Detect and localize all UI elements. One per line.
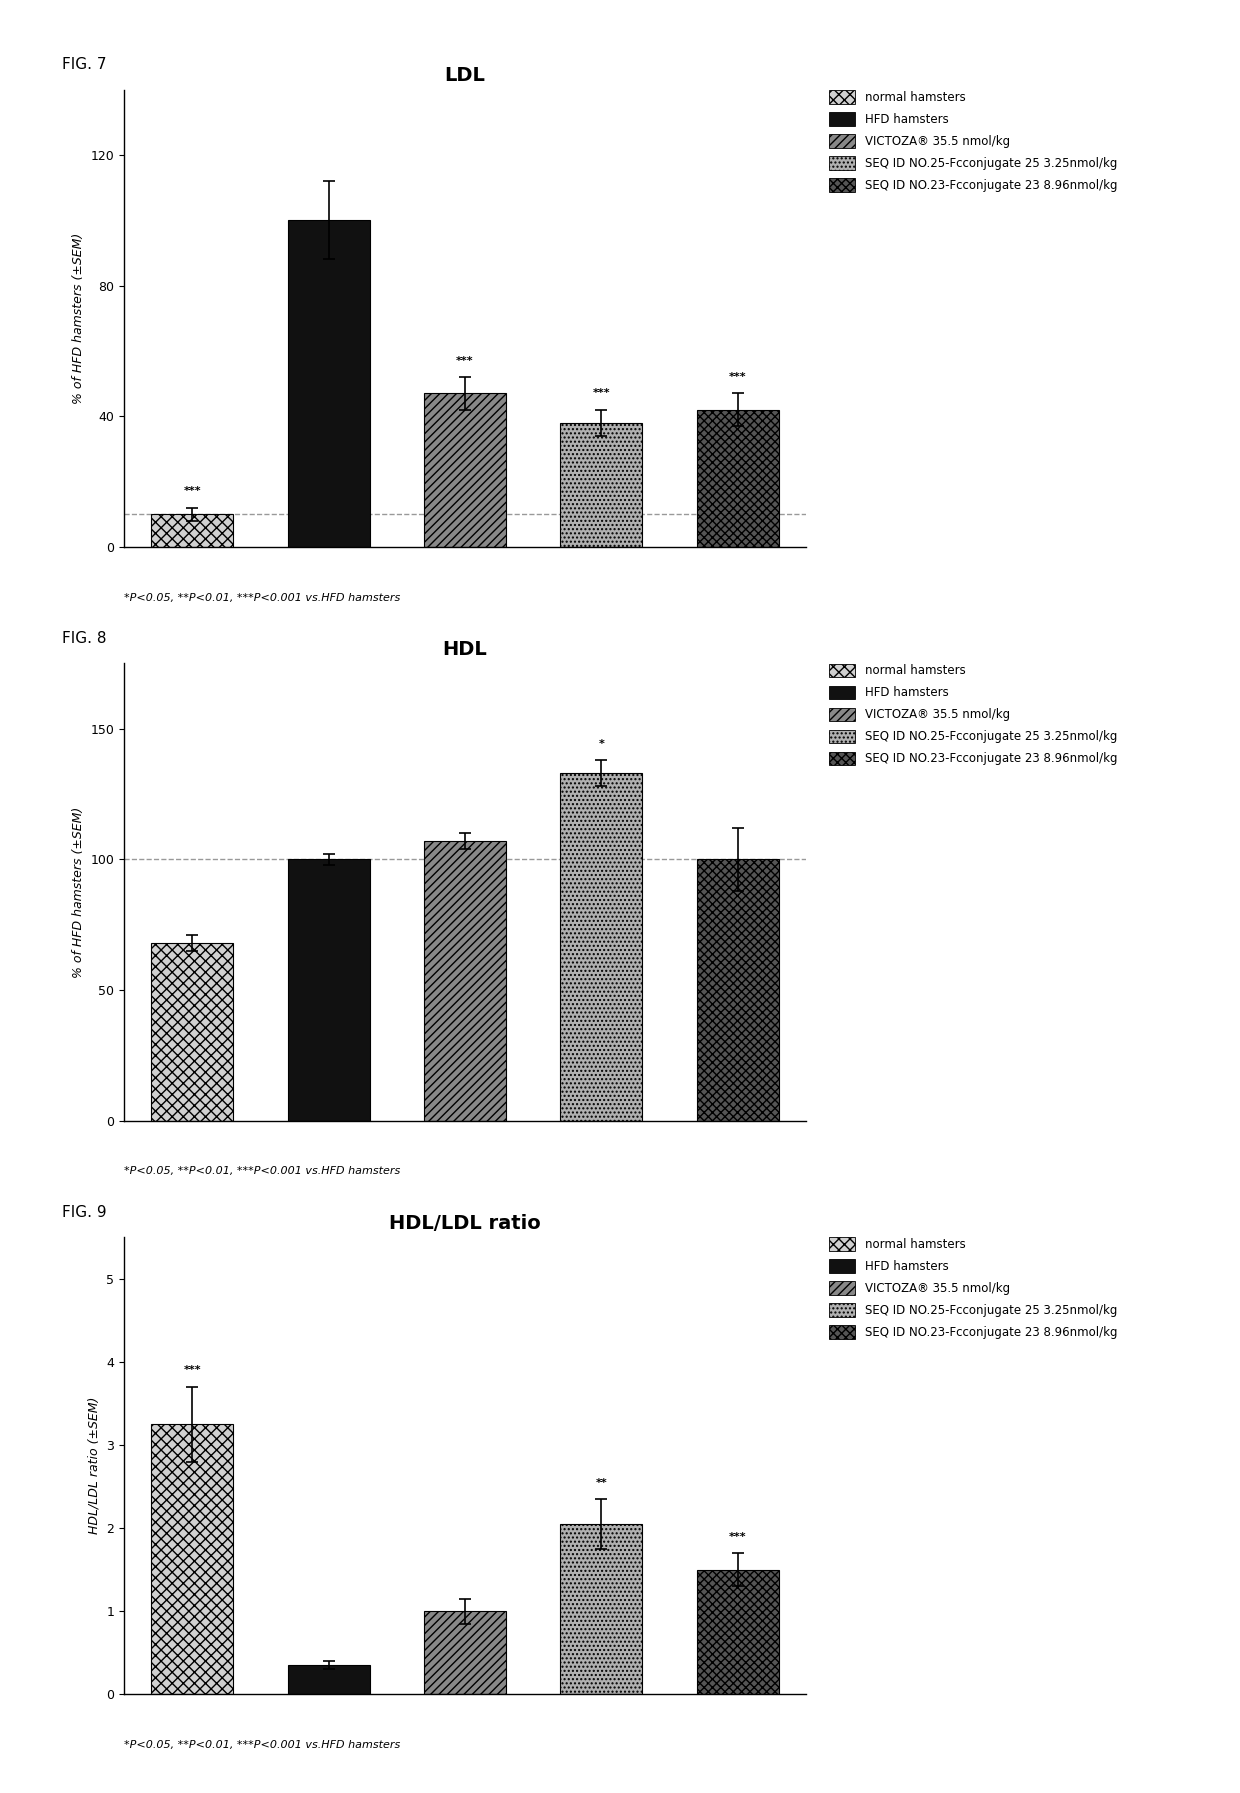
Bar [697,409,779,547]
Text: FIG. 7: FIG. 7 [62,57,107,72]
Title: HDL/LDL ratio: HDL/LDL ratio [389,1214,541,1234]
Bar [151,1424,233,1694]
Text: *P<0.05, **P<0.01, ***P<0.001 vs.HFD hamsters: *P<0.05, **P<0.01, ***P<0.001 vs.HFD ham… [124,1165,401,1176]
Bar [288,1666,370,1694]
Y-axis label: % of HFD hamsters (±SEM): % of HFD hamsters (±SEM) [72,807,84,977]
Bar [424,841,506,1121]
Text: ***: *** [729,371,746,382]
Title: HDL: HDL [443,640,487,660]
Legend: normal hamsters, HFD hamsters, VICTOZA® 35.5 nmol/kg, SEQ ID NO.25-Fcconjugate 2: normal hamsters, HFD hamsters, VICTOZA® … [826,660,1121,769]
Bar [697,859,779,1121]
Bar [697,1569,779,1694]
Text: ***: *** [593,389,610,398]
Bar [151,515,233,547]
Y-axis label: HDL/LDL ratio (±SEM): HDL/LDL ratio (±SEM) [88,1397,100,1535]
Text: **: ** [595,1477,608,1488]
Text: ***: *** [184,486,201,497]
Text: ***: *** [456,355,474,366]
Bar [560,423,642,547]
Bar [560,773,642,1121]
Bar [424,1612,506,1694]
Title: LDL: LDL [445,66,485,86]
Text: *: * [599,739,604,749]
Bar [424,393,506,547]
Text: ***: *** [184,1366,201,1375]
Legend: normal hamsters, HFD hamsters, VICTOZA® 35.5 nmol/kg, SEQ ID NO.25-Fcconjugate 2: normal hamsters, HFD hamsters, VICTOZA® … [826,1234,1121,1343]
Legend: normal hamsters, HFD hamsters, VICTOZA® 35.5 nmol/kg, SEQ ID NO.25-Fcconjugate 2: normal hamsters, HFD hamsters, VICTOZA® … [826,86,1121,195]
Bar [151,943,233,1121]
Text: FIG. 9: FIG. 9 [62,1205,107,1219]
Text: *P<0.05, **P<0.01, ***P<0.001 vs.HFD hamsters: *P<0.05, **P<0.01, ***P<0.001 vs.HFD ham… [124,592,401,602]
Bar [288,221,370,547]
Text: ***: *** [729,1531,746,1542]
Bar [288,859,370,1121]
Y-axis label: % of HFD hamsters (±SEM): % of HFD hamsters (±SEM) [72,233,86,403]
Bar [560,1524,642,1694]
Text: *P<0.05, **P<0.01, ***P<0.001 vs.HFD hamsters: *P<0.05, **P<0.01, ***P<0.001 vs.HFD ham… [124,1739,401,1750]
Text: FIG. 8: FIG. 8 [62,631,107,645]
